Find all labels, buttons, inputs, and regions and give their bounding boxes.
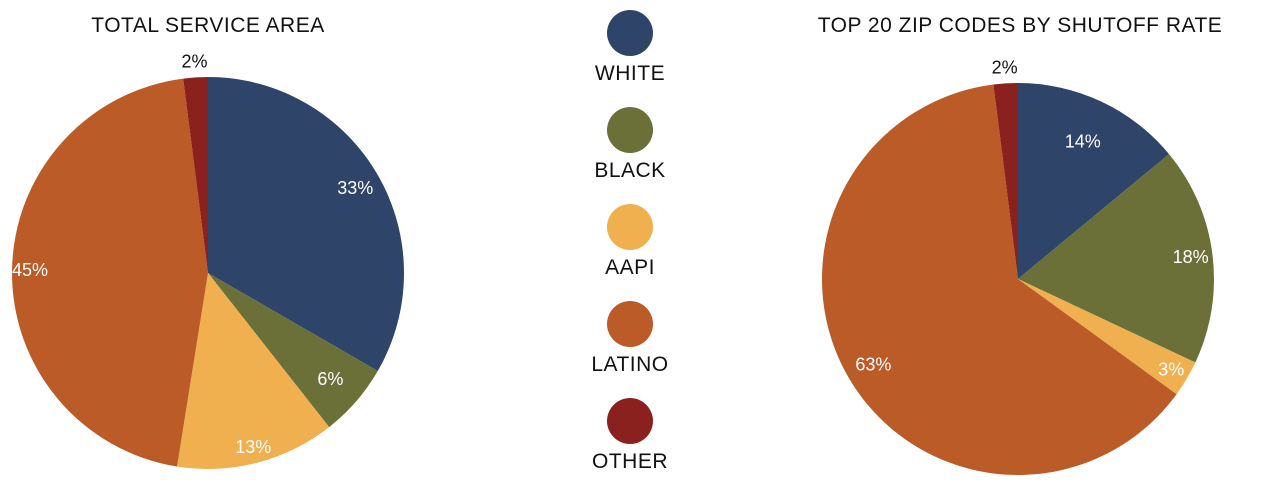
legend-swatch-black — [607, 107, 653, 153]
slice-label-aapi: 13% — [235, 437, 271, 457]
pie-slice-aapi — [177, 273, 330, 469]
slice-label-other: 2% — [182, 51, 208, 71]
slice-label-white: 33% — [337, 178, 373, 198]
legend-item-latino: LATINO — [560, 301, 700, 396]
pie-slice-white — [208, 77, 404, 371]
legend-label-black: BLACK — [594, 159, 666, 182]
chart-title-total-service-area: TOTAL SERVICE AREA — [91, 14, 325, 37]
chart-title-top-zip-codes: TOP 20 ZIP CODES BY SHUTOFF RATE — [817, 14, 1223, 37]
legend-swatch-white — [607, 10, 653, 56]
legend-swatch-other — [607, 398, 653, 444]
legend-swatch-aapi — [607, 204, 653, 250]
pie-chart-total-service-area: 33% 6% 13% 45% 2% — [12, 51, 404, 469]
slice-label-latino: 45% — [12, 260, 48, 280]
pie-slice-latino — [12, 78, 209, 467]
legend-label-white: WHITE — [594, 62, 666, 85]
slice-label-black: 6% — [317, 369, 343, 389]
legend-label-aapi: AAPI — [605, 256, 655, 279]
legend-item-aapi: AAPI — [560, 204, 700, 299]
legend-label-other: OTHER — [592, 450, 668, 473]
legend-item-white: WHITE — [560, 10, 700, 105]
pie-slice-other — [183, 77, 208, 273]
legend-label-latino: LATINO — [591, 353, 669, 376]
pie-slice-black — [208, 273, 378, 428]
legend-item-black: BLACK — [560, 107, 700, 202]
legend-item-other: OTHER — [560, 398, 700, 493]
legend-swatch-latino — [607, 301, 653, 347]
